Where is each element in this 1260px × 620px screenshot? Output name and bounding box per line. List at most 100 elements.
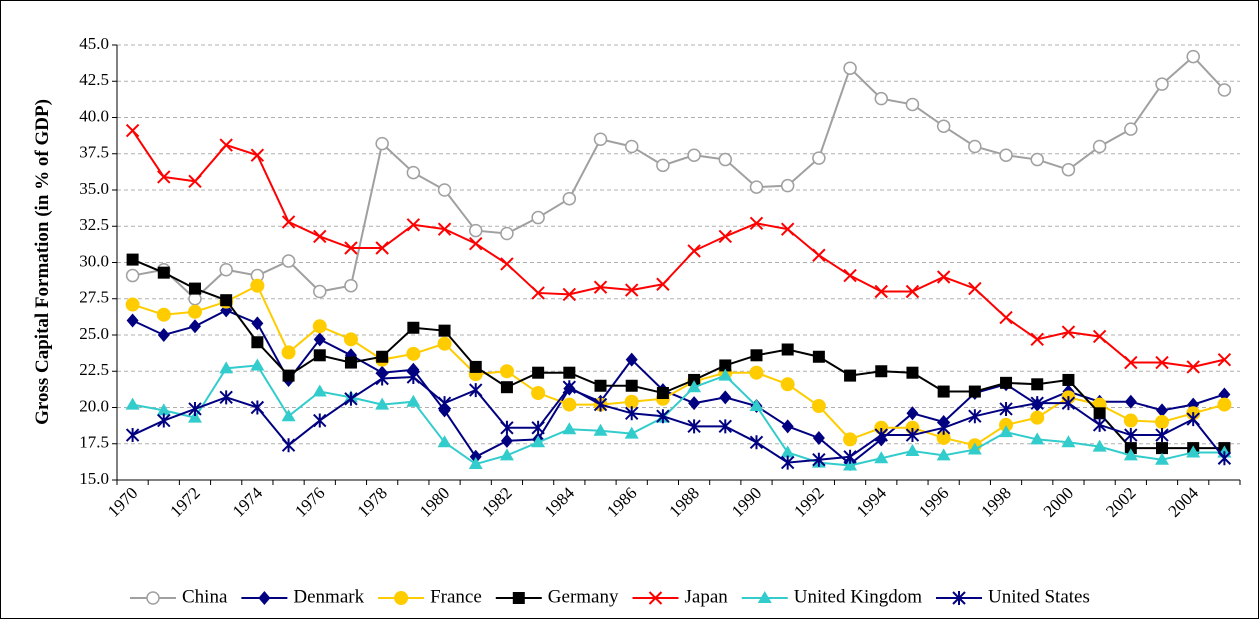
data-point [406, 370, 421, 385]
data-point [1217, 83, 1232, 97]
data-point [468, 223, 483, 238]
data-point [656, 387, 669, 399]
y-tick-label: 20.0 [79, 396, 109, 415]
y-tick-label: 22.5 [79, 360, 109, 379]
legend-label: United Kingdom [794, 586, 922, 607]
data-point [282, 369, 295, 382]
data-point [874, 428, 888, 443]
data-point [1124, 442, 1137, 455]
data-point [375, 136, 389, 151]
data-point [1092, 329, 1107, 344]
data-point [625, 283, 639, 297]
data-point [1092, 439, 1107, 452]
data-point [1062, 373, 1075, 386]
data-point [344, 278, 358, 293]
data-point [781, 419, 794, 434]
data-point [843, 432, 858, 447]
data-point [656, 277, 670, 291]
data-point [562, 380, 577, 395]
data-point [624, 139, 639, 154]
legend-label: France [430, 586, 482, 607]
data-point [1124, 355, 1138, 370]
data-point [313, 349, 326, 362]
legend-label: China [182, 586, 228, 607]
data-point [593, 397, 608, 412]
data-point [593, 423, 608, 436]
data-point [656, 409, 670, 424]
y-axis-title: Gross Capital Formation (in % of GDP) [32, 99, 53, 425]
data-point [281, 254, 296, 268]
data-point [1155, 428, 1169, 443]
data-point [469, 449, 482, 464]
data-point [219, 390, 233, 405]
data-point [999, 148, 1013, 162]
data-point [1123, 448, 1138, 461]
data-point [188, 401, 202, 416]
y-tick-label: 17.5 [79, 433, 109, 452]
data-point [999, 401, 1013, 416]
data-point [1061, 435, 1076, 448]
data-point [718, 229, 732, 244]
data-point [499, 448, 514, 461]
data-point [532, 366, 545, 379]
data-point [593, 280, 608, 294]
data-point [624, 394, 639, 409]
data-point [407, 321, 420, 334]
data-point [469, 236, 483, 251]
legend-label: United States [988, 586, 1090, 607]
data-point [562, 287, 577, 302]
data-point [281, 215, 296, 229]
data-point [1155, 415, 1170, 429]
data-point [187, 410, 202, 423]
data-point [1092, 417, 1107, 432]
data-point [125, 397, 140, 410]
data-point [780, 455, 795, 470]
data-point [562, 397, 577, 412]
data-point [687, 148, 701, 162]
data-point [905, 284, 920, 299]
data-point [594, 379, 607, 392]
data-point [781, 343, 794, 356]
data-point [499, 364, 514, 379]
data-point [531, 420, 545, 435]
data-point [531, 286, 545, 300]
data-point [687, 380, 702, 393]
data-point [1061, 325, 1076, 339]
data-point [843, 61, 857, 75]
data-point [718, 152, 733, 167]
data-point [1030, 410, 1045, 425]
data-point [1155, 452, 1170, 465]
data-point [313, 229, 327, 244]
data-point [968, 409, 982, 424]
data-point [719, 359, 732, 372]
data-point [376, 350, 389, 363]
data-point [936, 420, 951, 435]
data-point [875, 365, 888, 378]
data-point [812, 151, 826, 165]
data-point [344, 241, 358, 255]
data-point [406, 218, 421, 232]
data-point [718, 419, 732, 434]
legend-label: Germany [548, 586, 619, 607]
data-point [220, 294, 233, 307]
y-tick-label: 45.0 [79, 34, 109, 53]
data-point [906, 366, 919, 379]
data-point [562, 422, 577, 435]
data-point [312, 384, 327, 397]
data-point [780, 222, 795, 236]
data-point [1124, 428, 1138, 443]
data-point [968, 385, 981, 398]
data-point [874, 284, 888, 299]
data-point [1000, 376, 1013, 389]
data-point [156, 307, 171, 322]
data-point [250, 278, 265, 293]
data-point [531, 386, 546, 400]
data-point [1124, 394, 1137, 409]
legend-label: Japan [685, 586, 729, 607]
data-point [437, 222, 452, 236]
data-point [1217, 451, 1232, 466]
data-point [719, 390, 732, 405]
data-point [469, 360, 482, 373]
data-point [281, 345, 296, 360]
